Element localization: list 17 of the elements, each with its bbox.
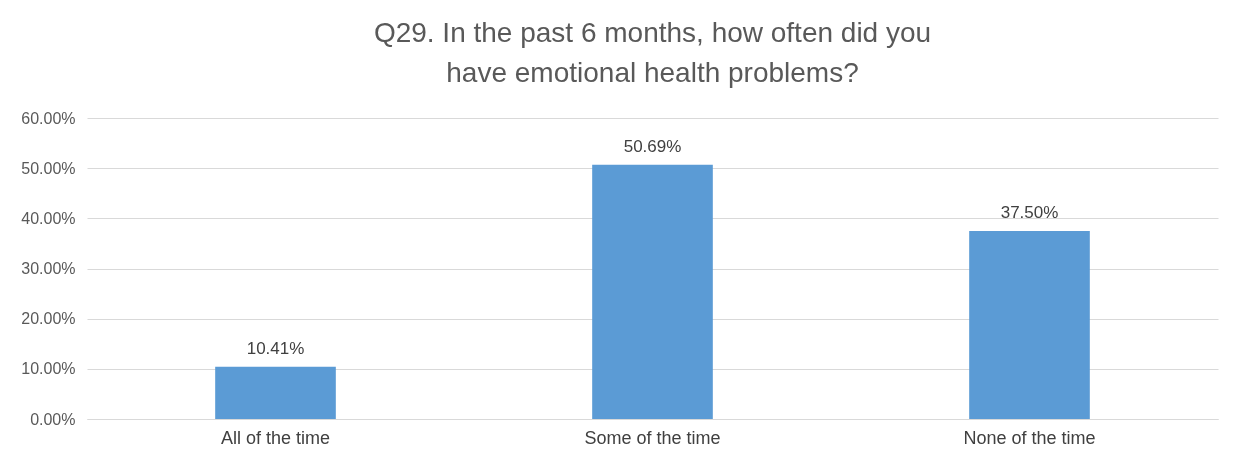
x-tick-label: Some of the time	[584, 427, 721, 448]
bar	[592, 164, 713, 419]
bar	[215, 366, 336, 419]
y-tick-label: 10.00%	[21, 360, 76, 378]
y-tick-label: 50.00%	[21, 159, 76, 177]
bar	[969, 230, 1090, 419]
y-tick-label: 20.00%	[21, 310, 76, 328]
y-tick-label: 60.00%	[21, 109, 76, 127]
chart-title: Q29. In the past 6 months, how often did you have emotional health problems?	[373, 17, 932, 88]
y-tick-label: 40.00%	[21, 209, 76, 227]
data-label: 37.50%	[1000, 202, 1059, 222]
y-tick-label: 30.00%	[21, 260, 76, 277]
data-label: 10.41%	[246, 338, 305, 358]
y-tick-label: 0.00%	[30, 410, 76, 428]
data-label: 50.69%	[623, 136, 682, 156]
x-tick-label: All of the time	[220, 427, 331, 448]
x-tick-label: None of the time	[963, 427, 1096, 448]
